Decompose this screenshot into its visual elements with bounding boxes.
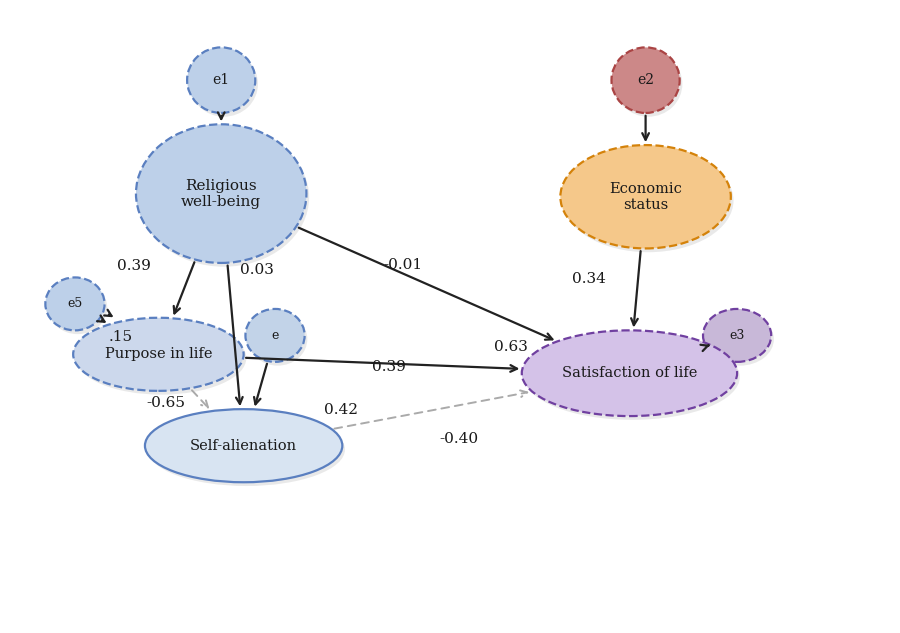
Text: -0.01: -0.01	[383, 258, 423, 272]
Ellipse shape	[525, 334, 740, 420]
Ellipse shape	[190, 51, 258, 116]
Ellipse shape	[187, 47, 256, 113]
Text: e3: e3	[729, 329, 745, 342]
Ellipse shape	[45, 277, 104, 330]
Text: 0.39: 0.39	[372, 360, 406, 374]
Text: 0.39: 0.39	[117, 259, 151, 273]
Ellipse shape	[76, 322, 247, 394]
Text: e2: e2	[637, 73, 654, 87]
Ellipse shape	[139, 128, 309, 266]
Text: Self-alienation: Self-alienation	[190, 439, 297, 453]
Ellipse shape	[73, 318, 244, 391]
Text: Economic
status: Economic status	[609, 182, 682, 212]
Ellipse shape	[148, 413, 345, 486]
Ellipse shape	[703, 309, 771, 362]
Text: Religious
well-being: Religious well-being	[181, 179, 261, 209]
Text: e: e	[272, 329, 279, 342]
Ellipse shape	[48, 281, 107, 334]
Ellipse shape	[614, 51, 682, 116]
Ellipse shape	[136, 124, 306, 263]
Ellipse shape	[611, 47, 680, 113]
Text: Purpose in life: Purpose in life	[104, 348, 212, 361]
Text: -0.65: -0.65	[146, 396, 185, 410]
Ellipse shape	[563, 149, 733, 252]
Text: 0.63: 0.63	[494, 340, 528, 354]
Ellipse shape	[246, 309, 305, 362]
Text: e5: e5	[68, 298, 83, 310]
Text: 0.34: 0.34	[572, 272, 606, 285]
Text: 0.03: 0.03	[240, 263, 274, 277]
Ellipse shape	[248, 313, 307, 366]
Ellipse shape	[561, 145, 731, 248]
Ellipse shape	[145, 409, 342, 482]
Ellipse shape	[522, 330, 737, 416]
Text: -0.40: -0.40	[439, 432, 479, 446]
Text: 0.42: 0.42	[323, 403, 357, 417]
Ellipse shape	[706, 313, 774, 366]
Text: .15: .15	[109, 330, 133, 344]
Text: e1: e1	[212, 73, 230, 87]
Text: Satisfaction of life: Satisfaction of life	[562, 367, 698, 380]
